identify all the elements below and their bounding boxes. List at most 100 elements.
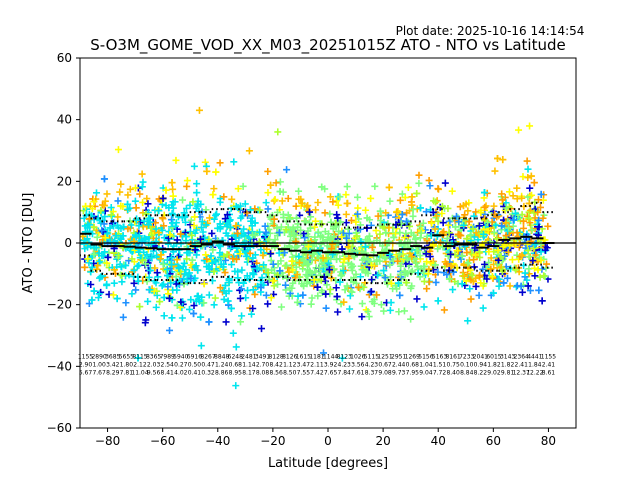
- scatter-point: [385, 183, 393, 191]
- scatter-point: [169, 204, 177, 212]
- scatter-point: [524, 246, 532, 254]
- scatter-point: [234, 229, 242, 237]
- scatter-point: [88, 263, 96, 271]
- scatter-point: [337, 272, 345, 280]
- scatter-point: [384, 220, 392, 228]
- bin-stat-label: 4441: [527, 354, 542, 361]
- scatter-point: [262, 291, 270, 299]
- scatter-point: [420, 277, 428, 285]
- scatter-point: [312, 206, 320, 214]
- scatter-point: [398, 210, 406, 218]
- scatter-point: [485, 258, 493, 266]
- scatter-point: [318, 183, 326, 191]
- scatter-point: [390, 233, 398, 241]
- bin-stat-label: 1144: [323, 354, 338, 361]
- scatter-point: [247, 310, 255, 318]
- scatter-point: [386, 261, 394, 269]
- scatter-point: [319, 254, 327, 262]
- x-tick-label: −80: [95, 434, 120, 448]
- scatter-point: [180, 259, 188, 267]
- scatter-point: [307, 300, 315, 308]
- scatter-point: [270, 215, 278, 223]
- scatter-point: [167, 279, 175, 287]
- scatter-point: [220, 193, 228, 201]
- scatter-point: [84, 255, 92, 263]
- scatter-point: [480, 189, 488, 197]
- scatter-point: [527, 237, 535, 245]
- scatter-point: [187, 274, 195, 282]
- scatter-point: [242, 252, 250, 260]
- scatter-point: [417, 223, 425, 230]
- scatter-point: [526, 287, 534, 295]
- scatter-point: [159, 194, 167, 202]
- scatter-point: [318, 220, 326, 228]
- scatter-point: [241, 200, 249, 208]
- bin-stat-label: 2.41: [515, 362, 529, 369]
- scatter-point: [152, 225, 160, 233]
- scatter-point: [192, 262, 200, 270]
- scatter-point: [119, 232, 127, 240]
- scatter-point: [228, 195, 236, 203]
- scatter-point: [455, 231, 463, 239]
- bin-stat-label: 7.67: [92, 370, 106, 377]
- scatter-point: [417, 229, 425, 237]
- scatter-point: [202, 221, 210, 229]
- scatter-point: [338, 233, 346, 241]
- scatter-point: [340, 298, 348, 306]
- bin-stat-label: 2364: [514, 354, 529, 361]
- scatter-point: [139, 178, 147, 186]
- scatter-point: [304, 272, 312, 280]
- scatter-point: [285, 268, 293, 276]
- scatter-point: [227, 223, 235, 231]
- scatter-point: [360, 254, 368, 262]
- scatter-point: [248, 214, 256, 222]
- scatter-point: [374, 212, 382, 220]
- scatter-point: [429, 241, 437, 249]
- scatter-point: [306, 224, 314, 232]
- scatter-point: [319, 237, 327, 245]
- scatter-point: [535, 216, 543, 224]
- scatter-point: [224, 232, 232, 240]
- scatter-point: [135, 261, 143, 269]
- bin-count-labels: 11552.905.6728901.007.6736853.428.295655…: [78, 354, 556, 377]
- scatter-point: [434, 297, 442, 305]
- bin-stat-label: 5163: [432, 354, 447, 361]
- scatter-point: [101, 234, 109, 242]
- scatter-point: [271, 196, 279, 204]
- scatter-point: [113, 295, 121, 303]
- bin-stat-label: 2890: [91, 354, 106, 361]
- scatter-point: [540, 272, 548, 280]
- bin-stat-label: 1269: [405, 354, 420, 361]
- scatter-point: [445, 275, 453, 283]
- scatter-point: [326, 210, 334, 218]
- scatter-point: [216, 159, 224, 167]
- scatter-point: [346, 292, 354, 300]
- scatter-point: [477, 279, 485, 287]
- scatter-point: [90, 223, 98, 231]
- bin-stat-label: 8.95: [229, 370, 243, 377]
- scatter-point: [169, 185, 177, 193]
- bin-stat-label: 5.67: [79, 370, 93, 377]
- scatter-point: [207, 252, 215, 260]
- scatter-point: [134, 277, 142, 285]
- scatter-point: [277, 223, 285, 231]
- scatter-point: [402, 229, 410, 237]
- bin-stat-label: 1.80: [120, 362, 134, 369]
- scatter-point: [191, 213, 199, 221]
- scatter-point: [521, 269, 529, 277]
- scatter-point: [160, 294, 168, 302]
- scatter-point: [280, 249, 288, 257]
- scatter-point: [212, 258, 220, 266]
- scatter-point: [134, 354, 142, 362]
- scatter-point: [476, 271, 484, 279]
- scatter-point: [469, 225, 477, 233]
- scatter-point: [209, 246, 217, 254]
- scatter-point: [198, 218, 206, 226]
- scatter-point: [260, 261, 268, 269]
- x-tick-label: −40: [205, 434, 230, 448]
- scatter-point: [203, 167, 211, 175]
- scatter-point: [117, 180, 125, 188]
- scatter-point: [347, 264, 355, 272]
- scatter-point: [332, 284, 340, 292]
